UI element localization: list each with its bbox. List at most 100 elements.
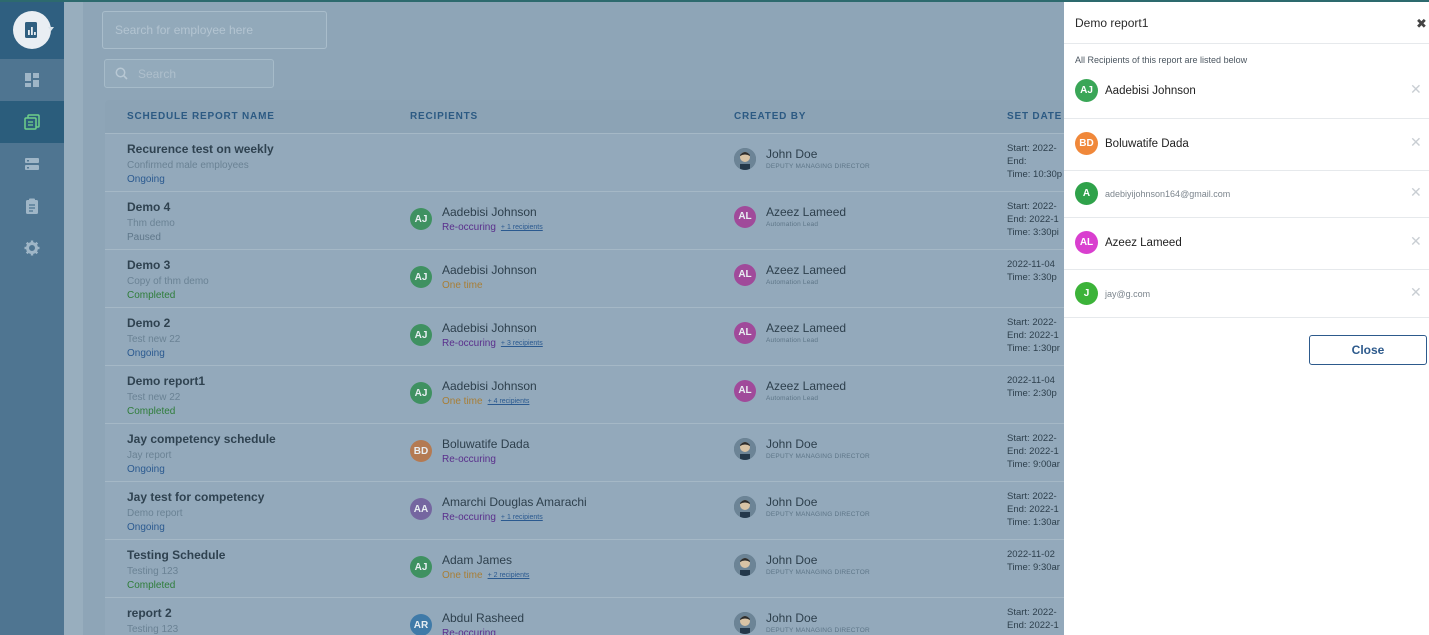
report-name[interactable]: Jay competency schedule bbox=[127, 432, 276, 446]
remove-recipient-icon[interactable]: ✕ bbox=[1410, 184, 1422, 200]
creator-info: Azeez Lameed Automation Lead bbox=[766, 321, 846, 344]
more-recipients-link[interactable]: + 4 recipients bbox=[487, 398, 530, 405]
report-name[interactable]: Testing Schedule bbox=[127, 548, 226, 562]
avatar: AJ bbox=[410, 208, 432, 230]
close-button[interactable]: Close bbox=[1309, 335, 1427, 365]
user-photo-icon bbox=[734, 437, 756, 460]
close-icon[interactable]: ✖ bbox=[1416, 16, 1427, 31]
nav-settings[interactable] bbox=[0, 227, 64, 269]
frequency-label: Re-occuring bbox=[442, 338, 496, 349]
status-badge: Ongoing bbox=[127, 522, 165, 533]
table-row[interactable]: Jay competency schedule Jay report Ongoing… bbox=[105, 423, 1064, 481]
creator-role: Automation Lead bbox=[766, 337, 819, 344]
chevron-down-icon bbox=[48, 27, 54, 31]
reports-icon bbox=[24, 114, 40, 130]
avatar: BD bbox=[1075, 132, 1098, 155]
report-name[interactable]: Demo 2 bbox=[127, 316, 171, 330]
recipients-cell: BD Boluwatife Dada Re-occuring bbox=[410, 437, 529, 465]
remove-recipient-icon[interactable]: ✕ bbox=[1410, 81, 1422, 97]
table-row[interactable]: Demo 4 Thm demo Paused AJ Aadebisi Johnson Re… bbox=[105, 191, 1064, 249]
remove-recipient-icon[interactable]: ✕ bbox=[1410, 233, 1422, 249]
table-row[interactable]: Recurence test on weekly Confirmed male e… bbox=[105, 133, 1064, 191]
recipient-name: Amarchi Douglas Amarachi bbox=[442, 495, 587, 509]
recipient-info: Aadebisi Johnson Re-occuring + 3 recipient… bbox=[442, 321, 543, 349]
divider bbox=[1064, 118, 1429, 119]
column-header[interactable]: SCHEDULE REPORT NAME bbox=[127, 111, 275, 122]
more-recipients-link[interactable]: + 1 recipients bbox=[500, 224, 543, 231]
recipients-cell: AJ Aadebisi Johnson Re-occuring + 1 recipie… bbox=[410, 205, 543, 233]
report-name[interactable]: Demo report1 bbox=[127, 374, 206, 388]
nav-dashboard[interactable] bbox=[0, 59, 64, 101]
nav-reports[interactable] bbox=[0, 101, 64, 143]
status-badge: Completed bbox=[127, 290, 176, 301]
avatar: AL bbox=[734, 321, 756, 344]
frequency-line: Re-occuring + 1 recipients bbox=[442, 512, 587, 523]
divider bbox=[1064, 170, 1429, 171]
column-header[interactable]: CREATED BY bbox=[734, 111, 807, 122]
creator-info: Azeez Lameed Automation Lead bbox=[766, 379, 846, 402]
frequency-label: Re-occuring bbox=[442, 454, 496, 465]
recipient-item: AJ Aadebisi Johnson bbox=[1075, 79, 1196, 102]
date-line: End: 2022-1 bbox=[1007, 214, 1059, 225]
report-name[interactable]: Demo 3 bbox=[127, 258, 171, 272]
date-line: Time: 9:30ar bbox=[1007, 562, 1060, 573]
set-date-cell: Start: 2022- End: 2022-1 Time: 1:30ar bbox=[1007, 490, 1060, 529]
employee-search-input[interactable]: Search for employee here bbox=[102, 11, 327, 49]
user-photo-icon bbox=[734, 611, 756, 634]
creator-name: Azeez Lameed bbox=[766, 263, 847, 277]
report-name[interactable]: Jay test for competency bbox=[127, 490, 265, 504]
divider bbox=[1064, 217, 1429, 218]
recipients-cell: AJ Adam James One time + 2 recipients bbox=[410, 553, 529, 581]
report-description: Copy of thm demo bbox=[127, 276, 209, 287]
status-badge: Completed bbox=[127, 580, 176, 591]
avatar: AL bbox=[734, 379, 756, 402]
more-recipients-link[interactable]: + 3 recipients bbox=[500, 340, 543, 347]
creator-info: Azeez Lameed Automation Lead bbox=[766, 263, 846, 286]
date-line: 2022-11-02 bbox=[1007, 549, 1055, 560]
table-row[interactable]: report 2 Testing 123 AR Abdul Rasheed Re-occ… bbox=[105, 597, 1064, 635]
avatar: BD bbox=[410, 440, 432, 462]
report-name-cell: Demo 4 Thm demo Paused bbox=[127, 200, 175, 243]
frequency-line: Re-occuring bbox=[442, 628, 524, 635]
table-row[interactable]: Demo 3 Copy of thm demo Completed AJ Aadebis… bbox=[105, 249, 1064, 307]
report-name[interactable]: report 2 bbox=[127, 606, 172, 620]
recipient-name: Aadebisi Johnson bbox=[442, 205, 537, 219]
column-header[interactable]: SET DATE bbox=[1007, 111, 1063, 122]
divider bbox=[1064, 317, 1429, 318]
report-name-cell: Demo 3 Copy of thm demo Completed bbox=[127, 258, 209, 301]
status-badge: Ongoing bbox=[127, 464, 165, 475]
report-name-cell: report 2 Testing 123 bbox=[127, 606, 178, 635]
nav-clipboard[interactable] bbox=[0, 185, 64, 227]
recipient-name: Aadebisi Johnson bbox=[442, 379, 537, 393]
drawer-subtitle: All Recipients of this report are listed… bbox=[1075, 55, 1248, 65]
clipboard-icon bbox=[26, 198, 38, 214]
search-input[interactable]: Search bbox=[104, 59, 274, 88]
date-line: Start: 2022- bbox=[1007, 607, 1057, 618]
nav-list[interactable] bbox=[0, 143, 64, 185]
table-row[interactable]: Demo 2 Test new 22 Ongoing AJ Aadebisi Johns… bbox=[105, 307, 1064, 365]
report-name[interactable]: Recurence test on weekly bbox=[127, 142, 274, 156]
table-row[interactable]: Testing Schedule Testing 123 Completed AJ Ad… bbox=[105, 539, 1064, 597]
created-by-cell: John Doe DEPUTY MANAGING DIRECTOR bbox=[734, 553, 870, 576]
table-row[interactable]: Jay test for competency Demo report Ongoin… bbox=[105, 481, 1064, 539]
logo-area[interactable] bbox=[0, 0, 64, 59]
recipient-name: Aadebisi Johnson bbox=[442, 263, 537, 277]
more-recipients-link[interactable]: + 1 recipients bbox=[500, 514, 543, 521]
sidebar bbox=[0, 0, 64, 635]
report-description: Demo report bbox=[127, 508, 183, 519]
column-header[interactable]: RECIPIENTS bbox=[410, 111, 479, 122]
table-row[interactable]: Demo report1 Test new 22 Completed AJ Aadebi… bbox=[105, 365, 1064, 423]
search-placeholder: Search bbox=[138, 66, 177, 81]
remove-recipient-icon[interactable]: ✕ bbox=[1410, 284, 1422, 300]
table-header: SCHEDULE REPORT NAME RECIPIENTS CREATED … bbox=[105, 100, 1064, 133]
recipient-info: Amarchi Douglas Amarachi Re-occuring + 1 r… bbox=[442, 495, 587, 523]
remove-recipient-icon[interactable]: ✕ bbox=[1410, 134, 1422, 150]
frequency-line: One time + 2 recipients bbox=[442, 570, 529, 581]
report-name[interactable]: Demo 4 bbox=[127, 200, 171, 214]
date-line: Time: 1:30pr bbox=[1007, 343, 1060, 354]
creator-role: DEPUTY MANAGING DIRECTOR bbox=[766, 163, 870, 170]
more-recipients-link[interactable]: + 2 recipients bbox=[487, 572, 530, 579]
date-line: End: 2022-1 bbox=[1007, 620, 1059, 631]
recipient-name: Abdul Rasheed bbox=[442, 611, 525, 625]
